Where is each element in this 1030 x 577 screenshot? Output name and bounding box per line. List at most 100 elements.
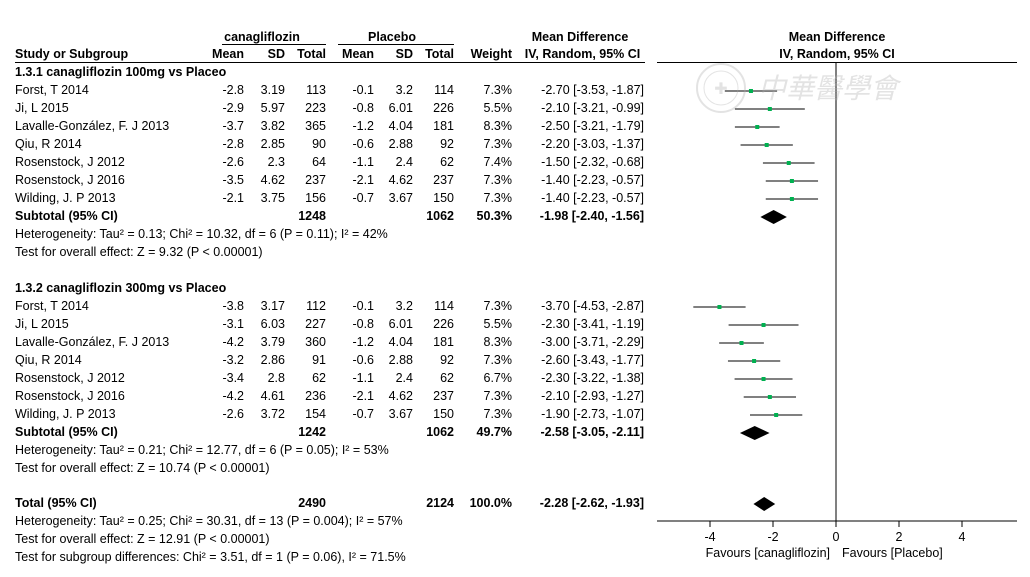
weight-col-header: Weight	[470, 47, 512, 61]
table-row-ci: -2.10 [-3.21, -0.99]	[541, 101, 644, 115]
x-tick-label: 2	[896, 530, 903, 544]
table-row-sd1: 3.72	[260, 407, 285, 421]
table-row-m1: -3.4	[222, 371, 244, 385]
table-row-name: Wilding, J. P 2013	[15, 407, 116, 421]
table-row-weight: 7.3%	[483, 407, 513, 421]
point-estimate	[752, 359, 757, 363]
point-estimate	[764, 143, 769, 147]
table-row-m2: -0.1	[352, 299, 374, 313]
table-row-m2: -1.2	[352, 119, 374, 133]
table-row-m2: -1.2	[352, 335, 374, 349]
pooled-diamond	[739, 426, 770, 440]
heterogeneity-text: Heterogeneity: Tau² = 0.13; Chi² = 10.32…	[15, 227, 388, 241]
table-row-n2: 92	[440, 353, 454, 367]
table-row-m1: -3.5	[222, 173, 244, 187]
table-row-name: Rosenstock, J 2016	[15, 173, 125, 187]
subgroup-title: 1.3.2 canagliflozin 300mg vs Placeo	[15, 281, 227, 295]
table-row-n2: 114	[434, 83, 454, 97]
total-row-ci: -2.28 [-2.62, -1.93]	[539, 496, 644, 510]
table-row-sd2: 3.67	[388, 191, 413, 205]
point-estimate	[789, 197, 794, 201]
table-row-sd2: 4.62	[388, 173, 413, 187]
watermark-seal: ✚ 中華醫學會	[696, 63, 902, 113]
table-row-n2: 114	[434, 299, 454, 313]
table-row-weight: 8.3%	[483, 335, 513, 349]
table-row-sd1: 2.8	[267, 371, 285, 385]
overall-effect-text: Test for overall effect: Z = 9.32 (P < 0…	[15, 245, 263, 259]
total2-col-header: Total	[425, 47, 454, 61]
table-row-n2: 237	[433, 389, 454, 403]
table-row-name: Lavalle-González, F. J 2013	[15, 119, 170, 133]
table-row-sd2: 6.01	[388, 101, 413, 115]
table-row-sd1: 4.62	[260, 173, 285, 187]
table-row-n2: 92	[440, 137, 454, 151]
x-tick-label: 0	[833, 530, 840, 544]
table-row-m1: -3.2	[222, 353, 244, 367]
point-estimate	[748, 89, 753, 93]
table-row-n1: 64	[312, 155, 326, 169]
table-row-m2: -2.1	[352, 173, 374, 187]
table-row-m1: -2.8	[222, 137, 244, 151]
subtotal-row-n2: 1062	[426, 425, 454, 439]
table-row-weight: 6.7%	[483, 371, 513, 385]
table-row-weight: 7.3%	[483, 173, 513, 187]
table-row-n2: 226	[433, 317, 454, 331]
table-row-n2: 62	[440, 371, 454, 385]
mean1-col-header: Mean	[212, 47, 244, 61]
table-row-name: Rosenstock, J 2012	[15, 371, 125, 385]
table-row-sd1: 2.86	[260, 353, 285, 367]
table-row-ci: -3.00 [-3.71, -2.29]	[541, 335, 644, 349]
table-row-name: Forst, T 2014	[15, 299, 89, 313]
table-row-sd2: 6.01	[388, 317, 413, 331]
table-row-name: Forst, T 2014	[15, 83, 89, 97]
table-row-sd2: 4.62	[388, 389, 413, 403]
table-row-ci: -2.60 [-3.43, -1.77]	[541, 353, 644, 367]
table-row-n2: 62	[440, 155, 454, 169]
table-row-weight: 7.4%	[483, 155, 513, 169]
table-row-sd1: 6.03	[260, 317, 285, 331]
table-row-n2: 150	[433, 407, 454, 421]
pooled-diamond	[753, 497, 776, 511]
table-row-m1: -2.9	[222, 101, 244, 115]
watermark-text: 中華醫學會	[758, 72, 902, 105]
table-row-sd2: 4.04	[388, 119, 413, 133]
heterogeneity-text: Heterogeneity: Tau² = 0.21; Chi² = 12.77…	[15, 443, 389, 457]
point-estimate	[761, 323, 766, 327]
table-row-sd1: 2.85	[260, 137, 285, 151]
point-estimate	[767, 107, 772, 111]
table-row-weight: 7.3%	[483, 389, 513, 403]
table-row-weight: 5.5%	[483, 317, 513, 331]
table-row-name: Ji, L 2015	[15, 101, 69, 115]
table-row-sd2: 2.88	[388, 353, 413, 367]
group1-underline	[222, 44, 326, 45]
table-row-n1: 112	[306, 299, 326, 313]
table-row-ci: -2.50 [-3.21, -1.79]	[541, 119, 644, 133]
total-row-weight: 100.0%	[469, 496, 512, 510]
favours-left-label: Favours [canagliflozin]	[706, 546, 830, 560]
table-row-sd2: 3.2	[395, 299, 413, 313]
total-row-n1: 2490	[298, 496, 326, 510]
x-tick-label: -4	[704, 530, 715, 544]
table-row-n2: 226	[433, 101, 454, 115]
table-row-ci: -1.40 [-2.23, -0.57]	[541, 191, 644, 205]
table-row-ci: -1.50 [-2.32, -0.68]	[541, 155, 644, 169]
table-row-n1: 62	[312, 371, 326, 385]
point-estimate	[789, 179, 794, 183]
subtotal-row-weight: 49.7%	[476, 425, 512, 439]
total-overall-effect-text: Test for overall effect: Z = 12.91 (P < …	[15, 532, 270, 546]
subtotal-row-n2: 1062	[426, 209, 454, 223]
point-estimate	[739, 341, 744, 345]
subtotal-row-ci: -2.58 [-3.05, -2.11]	[540, 425, 644, 439]
overall-effect-text: Test for overall effect: Z = 10.74 (P < …	[15, 461, 270, 475]
table-row-sd2: 2.4	[395, 155, 413, 169]
group2-header: Placebo	[368, 30, 416, 44]
table-row-m1: -2.1	[222, 191, 244, 205]
header-rule	[15, 62, 645, 63]
table-row-m1: -2.6	[222, 155, 244, 169]
table-row-ci: -1.90 [-2.73, -1.07]	[541, 407, 644, 421]
table-row-sd1: 5.97	[260, 101, 285, 115]
table-row-n2: 150	[433, 191, 454, 205]
svg-text:✚: ✚	[714, 79, 727, 98]
table-row-n1: 156	[305, 191, 326, 205]
table-row-n1: 360	[305, 335, 326, 349]
